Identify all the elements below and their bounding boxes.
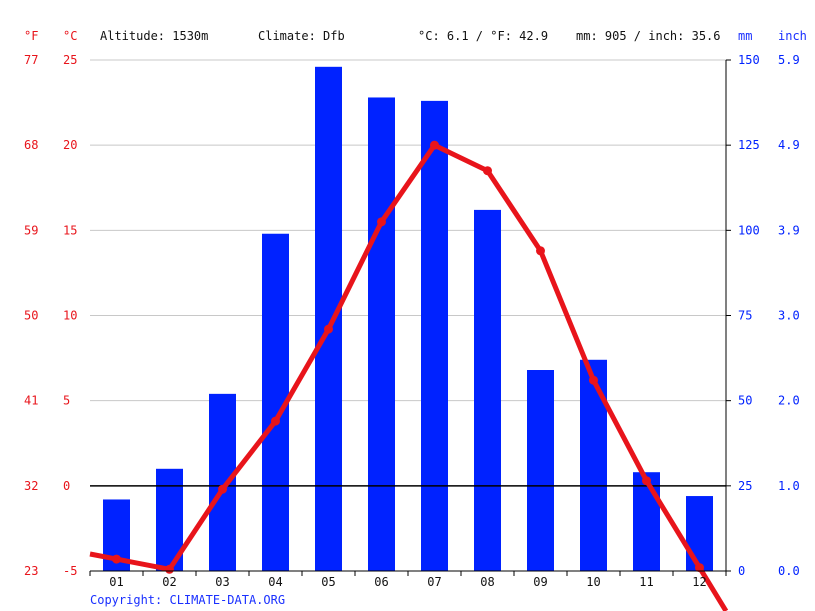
tick-label-fahrenheit: 32 (24, 479, 38, 493)
temperature-point (589, 375, 598, 385)
x-tick-label: 05 (321, 575, 335, 589)
x-tick-label: 07 (427, 575, 441, 589)
tick-label-celsius: 5 (63, 394, 70, 408)
precipitation-bar (633, 472, 660, 571)
x-tick-label: 06 (374, 575, 388, 589)
tick-label-fahrenheit: 77 (24, 53, 38, 67)
tick-label-mm: 75 (738, 309, 752, 323)
tick-label-celsius: 25 (63, 53, 77, 67)
tick-label-fahrenheit: 59 (24, 223, 38, 237)
temperature-point (271, 416, 280, 426)
tick-label-fahrenheit: 68 (24, 138, 38, 152)
unit-fahrenheit-label: °F (24, 29, 38, 43)
tick-label-inch: 5.9 (778, 53, 800, 67)
x-tick-label: 08 (480, 575, 494, 589)
tick-label-inch: 2.0 (778, 394, 800, 408)
unit-inch-label: inch (778, 29, 807, 43)
tick-label-mm: 50 (738, 394, 752, 408)
copyright-text: Copyright: CLIMATE-DATA.ORG (90, 593, 285, 607)
tick-label-inch: 3.0 (778, 309, 800, 323)
tick-label-celsius: 20 (63, 138, 77, 152)
temperature-point (112, 554, 121, 564)
precipitation-bar (686, 496, 713, 571)
temperature-point (642, 476, 651, 486)
altitude-label: Altitude: 1530m (100, 29, 208, 43)
tick-label-celsius: 10 (63, 309, 77, 323)
x-tick-label: 10 (586, 575, 600, 589)
x-tick-label: 04 (268, 575, 282, 589)
temperature-line (89, 142, 729, 611)
precipitation-bar (421, 100, 448, 571)
header: °F °C Altitude: 1530m Climate: Dfb °C: 6… (24, 29, 807, 43)
tick-label-inch: 0.0 (778, 564, 800, 578)
precipitation-bar (209, 393, 236, 571)
temperature-point (483, 166, 492, 176)
temperature-point (165, 564, 174, 574)
temperature-point (430, 140, 439, 150)
tick-label-mm: 125 (738, 138, 760, 152)
precipitation-bar (368, 97, 395, 572)
precipitation-bar (527, 370, 554, 571)
precipitation-bars (103, 66, 713, 572)
precipitation-bar (580, 359, 607, 571)
tick-label-inch: 1.0 (778, 479, 800, 493)
tick-label-mm: 0 (738, 564, 745, 578)
unit-mm-label: mm (738, 29, 752, 43)
temperature-point (324, 324, 333, 334)
precipitation-bar (474, 209, 501, 572)
x-tick-label: 09 (533, 575, 547, 589)
precipitation-summary: mm: 905 / inch: 35.6 (576, 29, 721, 43)
tick-label-fahrenheit: 41 (24, 394, 38, 408)
temperature-point (536, 246, 545, 256)
tick-label-inch: 3.9 (778, 223, 800, 237)
tick-label-inch: 4.9 (778, 138, 800, 152)
climate-label: Climate: Dfb (258, 29, 345, 43)
x-tick-label: 12 (692, 575, 706, 589)
x-tick-label: 03 (215, 575, 229, 589)
temperature-point (695, 563, 704, 573)
temperature-point (377, 217, 386, 227)
tick-label-mm: 100 (738, 223, 760, 237)
precipitation-bar (315, 66, 342, 572)
temperature-line-group (89, 140, 729, 611)
tick-label-celsius: 15 (63, 223, 77, 237)
tick-label-mm: 150 (738, 53, 760, 67)
tick-label-fahrenheit: 50 (24, 309, 38, 323)
temperature-summary: °C: 6.1 / °F: 42.9 (418, 29, 548, 43)
tick-label-fahrenheit: 23 (24, 564, 38, 578)
unit-celsius-label: °C (63, 29, 77, 43)
x-tick-label: 11 (639, 575, 653, 589)
tick-label-mm: 25 (738, 479, 752, 493)
tick-label-celsius: 0 (63, 479, 70, 493)
x-tick-label: 01 (109, 575, 123, 589)
x-tick-label: 02 (162, 575, 176, 589)
tick-label-celsius: -5 (63, 564, 77, 578)
temperature-point (218, 484, 227, 494)
grid-lines (90, 59, 726, 402)
